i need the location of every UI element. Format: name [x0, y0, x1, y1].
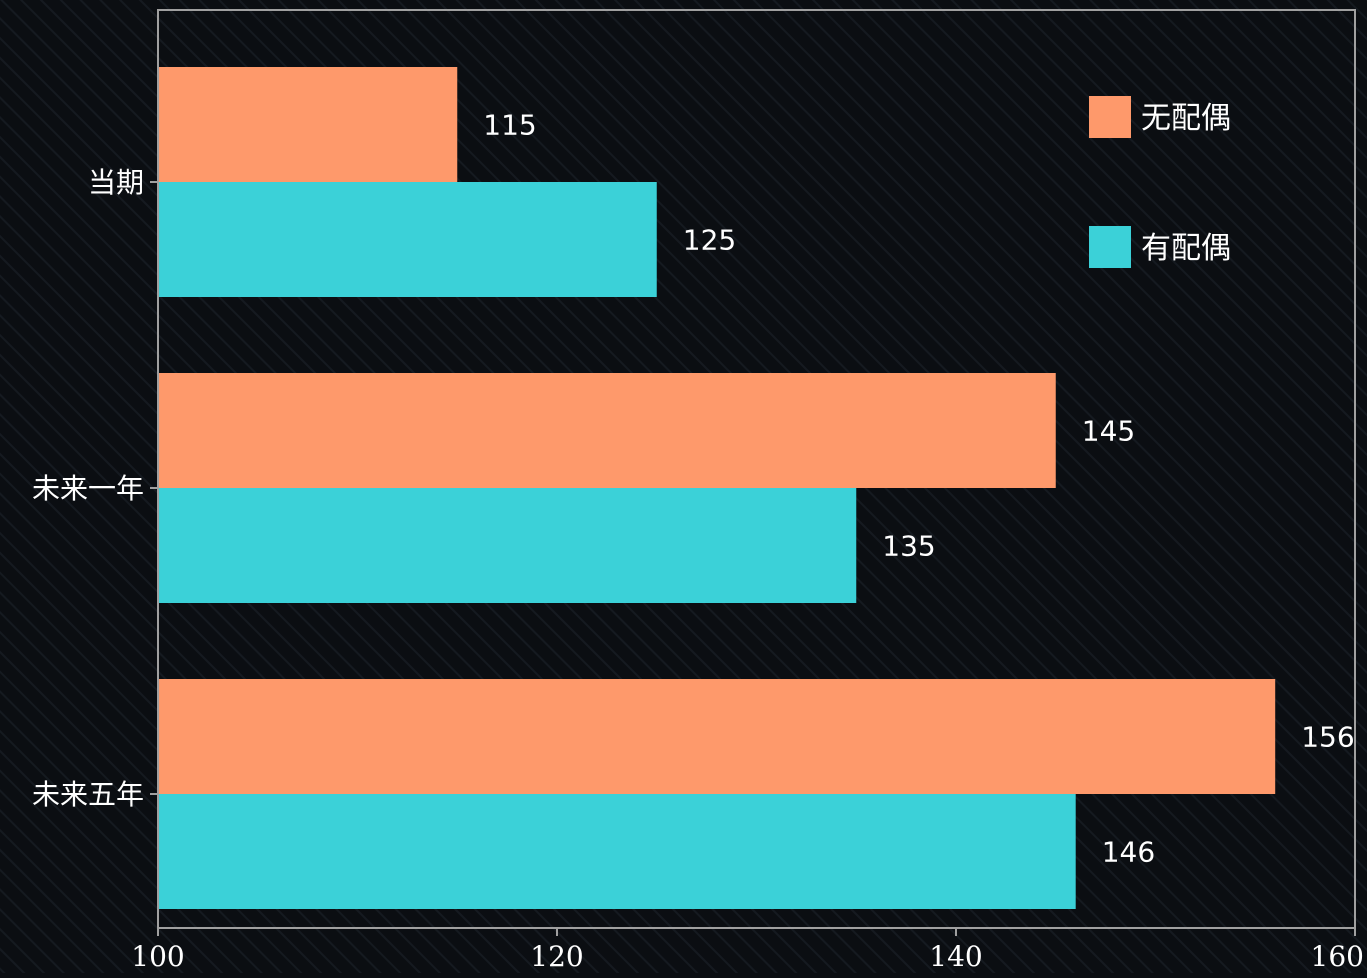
x-tick-label: 140 — [929, 940, 982, 973]
bar-value-label: 146 — [1102, 836, 1155, 869]
bar-no-spouse-1 — [159, 373, 1056, 488]
y-tick-label: 当期 — [88, 166, 144, 199]
legend-swatch-with-spouse — [1089, 226, 1131, 268]
x-tick-label: 160 — [1311, 940, 1364, 973]
x-tick-label: 120 — [530, 940, 583, 973]
bar-value-label: 115 — [483, 109, 536, 142]
y-tick-label: 未来一年 — [32, 472, 144, 505]
y-tick-label: 未来五年 — [32, 778, 144, 811]
legend-swatch-no-spouse — [1089, 96, 1131, 138]
bar-value-label: 125 — [683, 224, 736, 257]
bar-value-label: 135 — [882, 530, 935, 563]
bar-no-spouse-2 — [159, 679, 1276, 794]
bar-value-label: 156 — [1301, 721, 1354, 754]
bar-with-spouse-1 — [159, 488, 857, 603]
bar-with-spouse-2 — [159, 794, 1076, 909]
x-tick-label: 100 — [131, 940, 184, 973]
bar-value-label: 145 — [1082, 415, 1135, 448]
legend-label: 无配偶 — [1141, 101, 1231, 136]
bar-with-spouse-0 — [159, 182, 657, 297]
legend-label: 有配偶 — [1141, 231, 1231, 266]
plot-frame — [157, 9, 1356, 929]
bar-no-spouse-0 — [159, 67, 458, 182]
